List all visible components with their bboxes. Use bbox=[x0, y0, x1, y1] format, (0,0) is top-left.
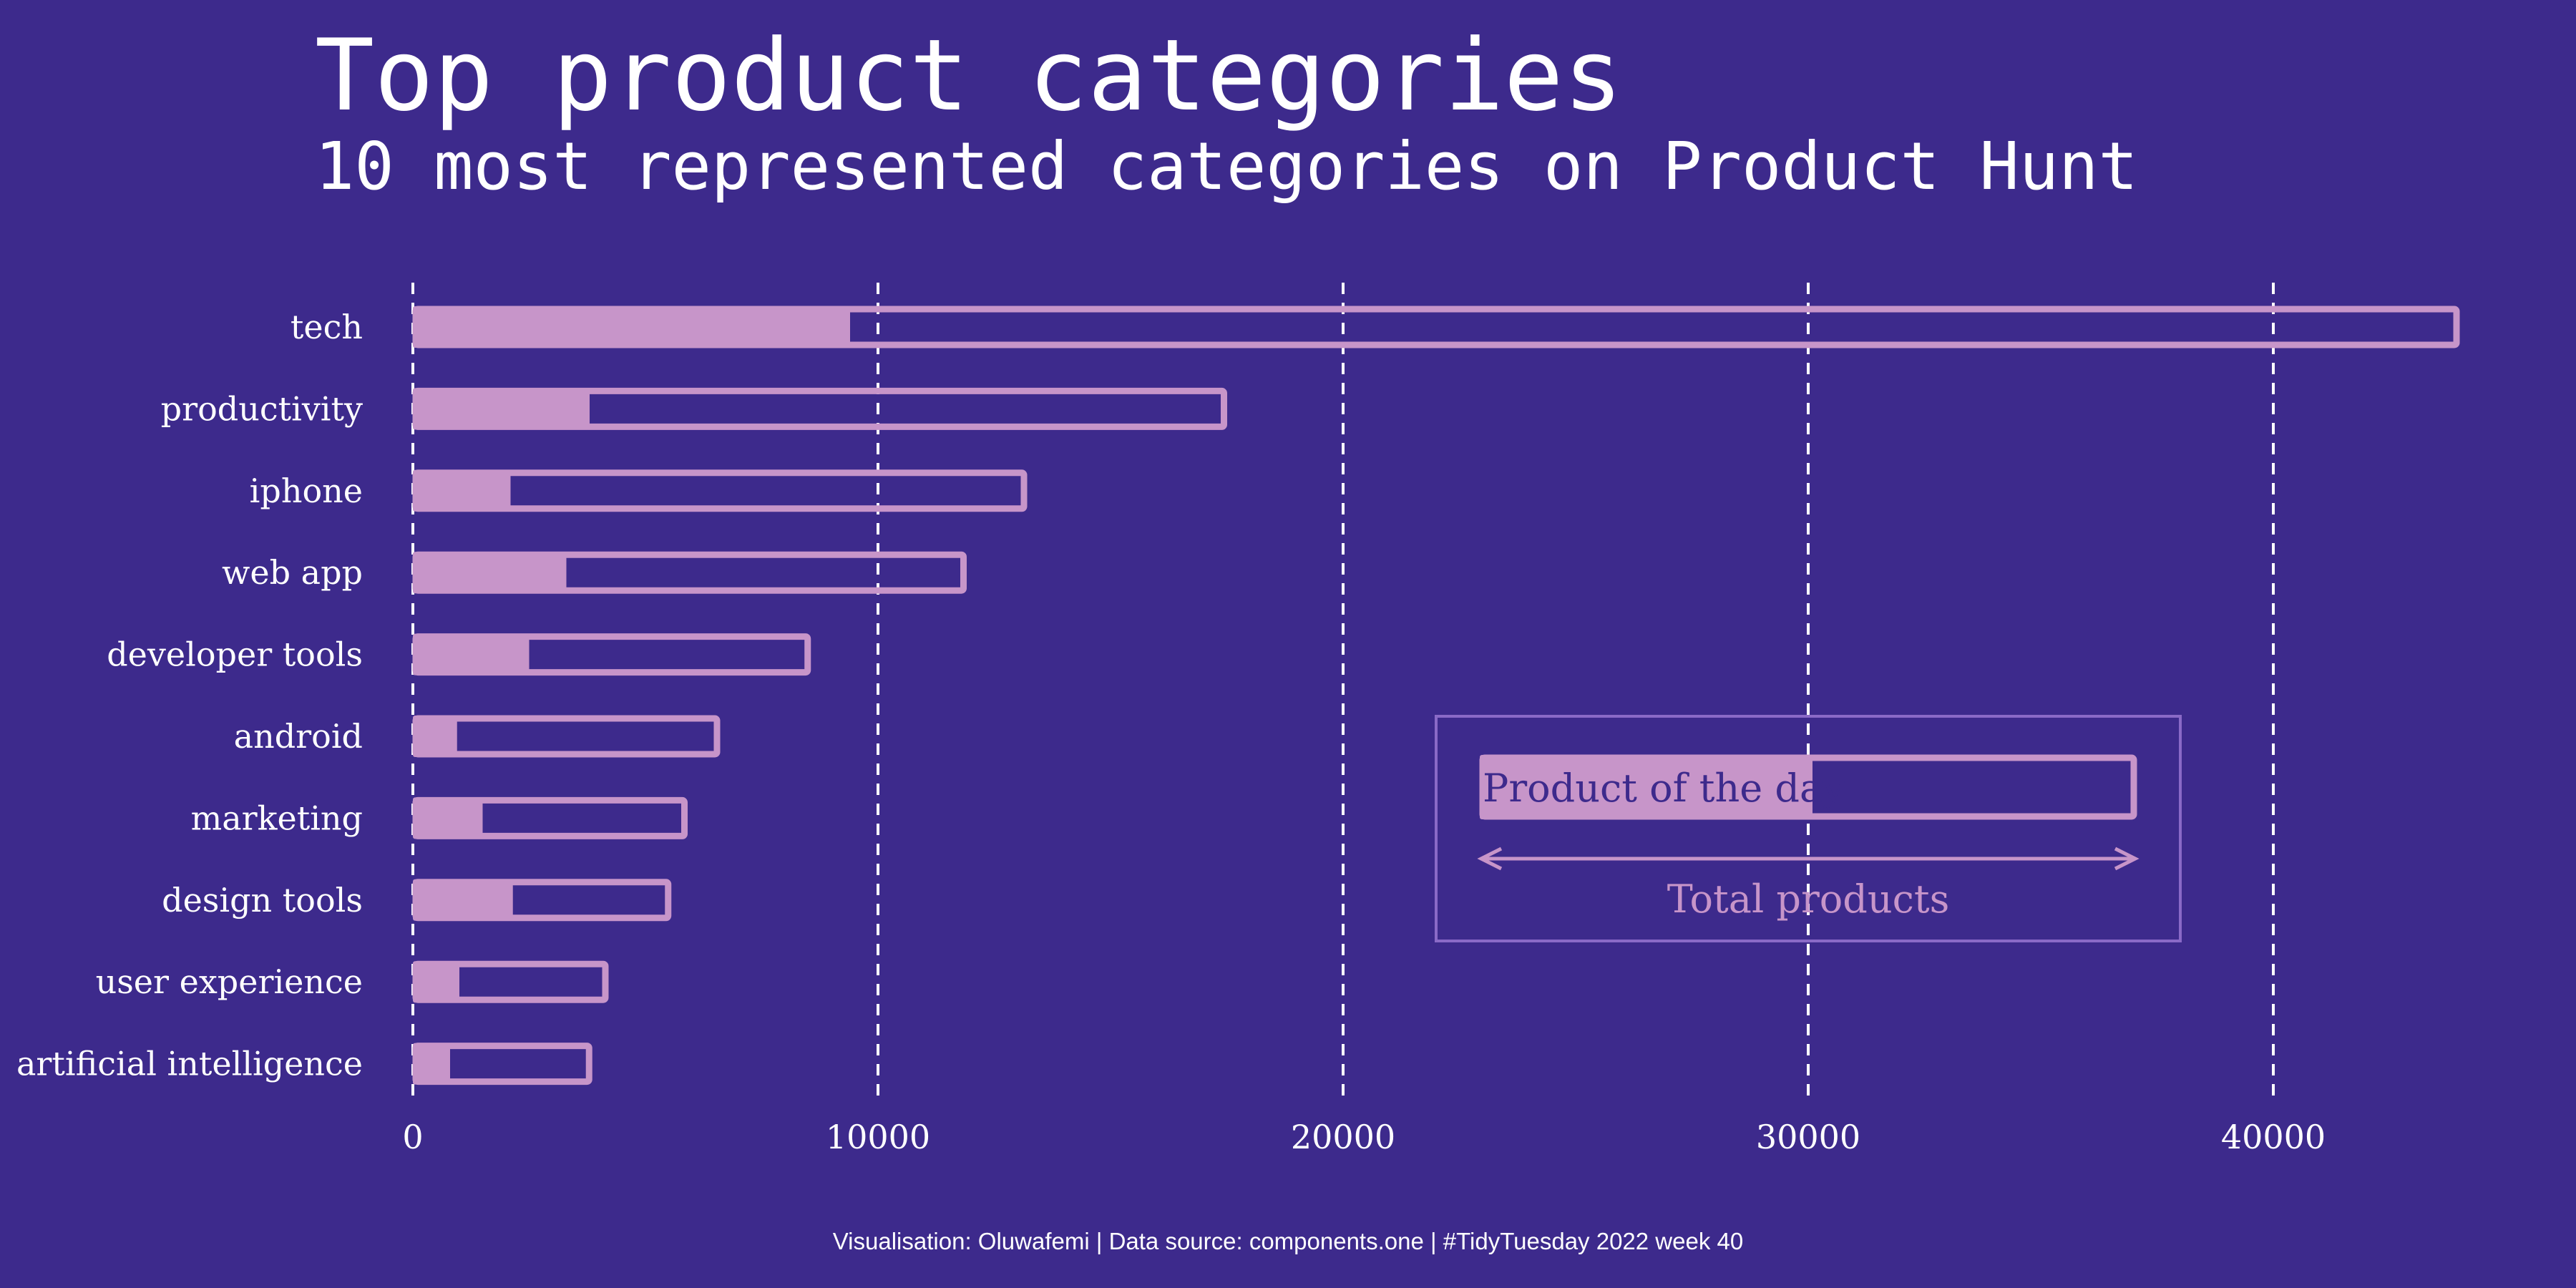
caption: Visualisation: Oluwafemi | Data source: … bbox=[832, 1228, 1744, 1254]
gridlines bbox=[411, 283, 2275, 1102]
bar-product-of-the-day bbox=[413, 552, 567, 594]
x-axis-tick-labels: 0 10000 20000 30000 40000 bbox=[402, 1118, 2326, 1156]
category-label: web app bbox=[222, 553, 363, 592]
x-tick-label: 30000 bbox=[1756, 1118, 1860, 1156]
bar-product-of-the-day bbox=[413, 797, 483, 839]
category-label: artificial intelligence bbox=[16, 1045, 363, 1083]
bar-product-of-the-day bbox=[413, 879, 513, 921]
legend-potd-swatch bbox=[1480, 755, 1813, 819]
bar-product-of-the-day bbox=[413, 469, 511, 512]
bar-product-of-the-day bbox=[413, 388, 590, 430]
category-label: tech bbox=[291, 308, 363, 346]
x-tick-label: 40000 bbox=[2221, 1118, 2326, 1156]
category-label: design tools bbox=[162, 881, 363, 919]
bar-product-of-the-day bbox=[413, 1043, 450, 1085]
legend: Product of the day Total products bbox=[1435, 715, 2182, 942]
legend-arrow-left-icon bbox=[1477, 847, 1503, 871]
x-tick-label: 10000 bbox=[826, 1118, 930, 1156]
chart-title: Top product categories bbox=[315, 18, 1623, 133]
bar-product-of-the-day bbox=[413, 716, 457, 757]
bars bbox=[412, 306, 2460, 1085]
legend-box bbox=[1435, 715, 2182, 942]
category-label: user experience bbox=[96, 962, 363, 1001]
legend-potd-label: Product of the day bbox=[1483, 766, 1845, 811]
bar-product-of-the-day bbox=[413, 961, 459, 1003]
x-tick-label: 20000 bbox=[1291, 1118, 1395, 1156]
category-label: android bbox=[234, 717, 363, 756]
legend-arrow-right-icon bbox=[2114, 847, 2140, 871]
bar-product-of-the-day bbox=[413, 633, 530, 675]
legend-total-label: Total products bbox=[1667, 877, 1950, 922]
x-tick-label: 0 bbox=[402, 1118, 423, 1156]
bar-total bbox=[412, 715, 721, 758]
category-labels: tech productivity iphone web app developer t… bbox=[16, 308, 363, 1083]
category-label: productivity bbox=[161, 389, 363, 428]
category-label: marketing bbox=[191, 799, 363, 837]
category-label: iphone bbox=[250, 472, 363, 510]
bar-product-of-the-day bbox=[413, 306, 850, 348]
chart-subtitle: 10 most represented categories on Produc… bbox=[315, 128, 2138, 205]
category-label: developer tools bbox=[107, 635, 363, 674]
